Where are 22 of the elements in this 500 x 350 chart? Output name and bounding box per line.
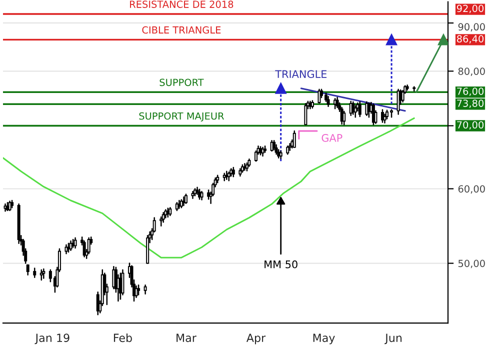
x-tick-label: Jun [384,334,402,344]
ref-line-label: 73,80 [457,100,484,108]
ref-line-label: 70,00 [457,121,484,130]
series-label: TRIANGLE [275,70,327,78]
y-tick-label: 90,00 [458,23,485,32]
annotation: SUPPORT [160,78,204,86]
annotation: MM 50 [264,260,298,268]
annotation: CIBLE TRIANGLE [142,26,221,34]
y-tick-label: 80,00 [458,68,485,76]
y-tick-label: 50,00 [458,260,485,268]
annotation: RESISTANCE DE 2018 [130,0,234,8]
y-tick-label: 60,00 [458,185,485,194]
ref-line-label: 76,00 [457,88,484,96]
series-label: GAP [322,134,342,142]
x-tick-label: Jan 19 [34,334,70,344]
x-tick-label: May [313,334,335,344]
ref-line-label: 92,00 [456,4,484,14]
x-tick-label: Apr [246,334,266,344]
annotation: SUPPORT MAJEUR [139,112,224,122]
x-tick-label: Mar [176,334,196,342]
x-tick-label: Feb [114,333,132,342]
ref-line-label: 86,40 [456,35,484,44]
